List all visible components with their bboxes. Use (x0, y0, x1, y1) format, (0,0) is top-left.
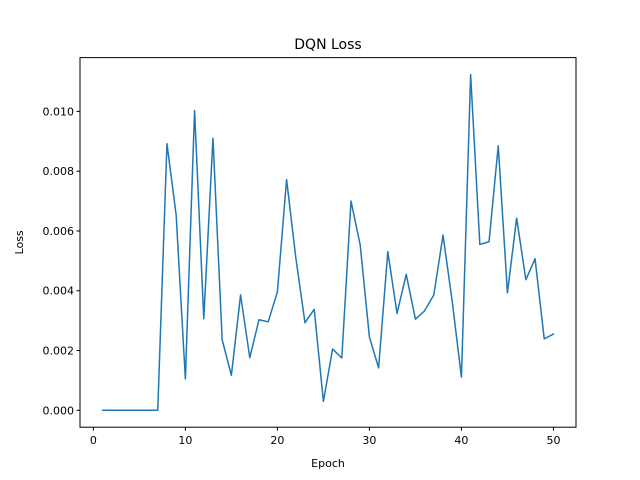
x-tick-label: 40 (454, 434, 468, 447)
y-tick-label: 0.002 (43, 345, 75, 358)
y-axis-label: Loss (13, 230, 26, 254)
chart-title: DQN Loss (294, 37, 361, 53)
x-tick-label: 0 (90, 434, 97, 447)
y-tick-label: 0.006 (43, 225, 75, 238)
x-axis-label: Epoch (311, 457, 345, 470)
axes-frame (79, 57, 577, 428)
y-tick-label: 0.010 (43, 105, 75, 118)
y-axis: 0.000 0.002 0.004 0.006 0.008 0.010 (43, 105, 80, 417)
y-tick-label: 0.008 (43, 165, 75, 178)
x-axis: 0 10 20 30 40 50 (90, 427, 560, 447)
x-tick-label: 30 (362, 434, 376, 447)
y-tick-label: 0.004 (43, 285, 75, 298)
loss-line (101, 73, 555, 412)
y-tick-label: 0.000 (43, 404, 75, 417)
x-tick-label: 50 (546, 434, 560, 447)
x-tick-label: 20 (270, 434, 284, 447)
x-tick-label: 10 (178, 434, 192, 447)
plot-area (101, 73, 555, 412)
